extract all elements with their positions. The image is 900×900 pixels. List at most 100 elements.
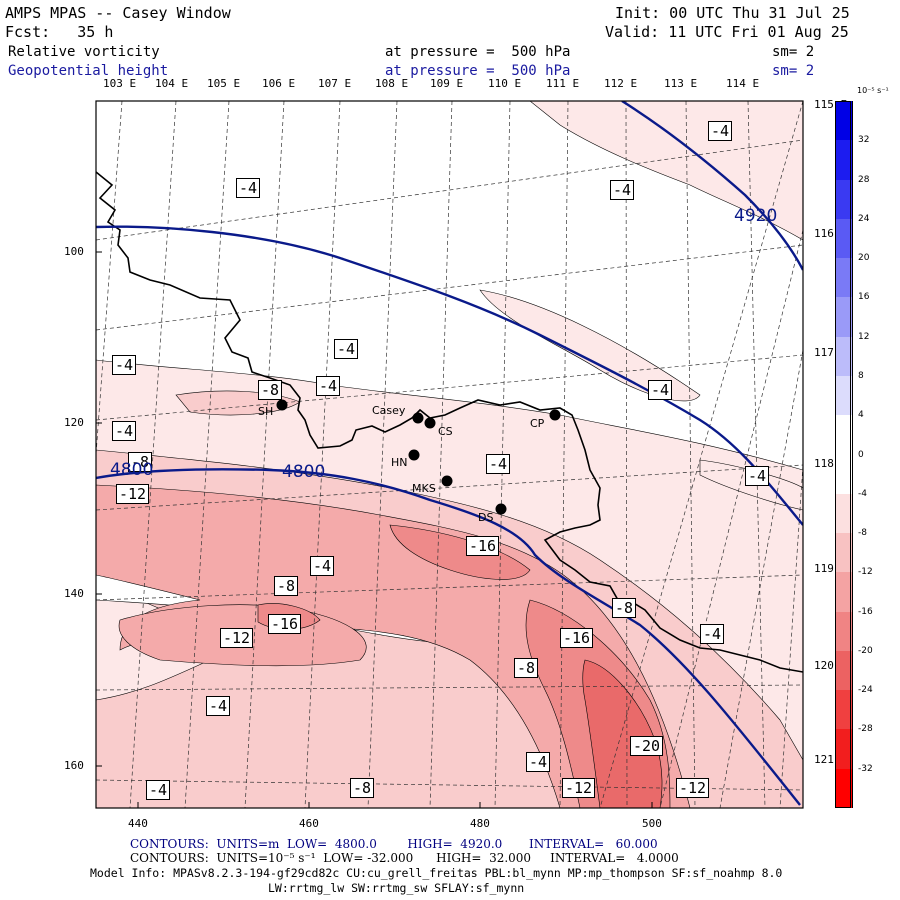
- station-marker-ds[interactable]: [495, 503, 507, 515]
- contours-vorticity-info: CONTOURS: UNITS=10⁻⁵ s⁻¹ LOW= -32.000 HI…: [130, 851, 679, 865]
- lon-label: 106 E: [262, 77, 296, 90]
- contour-label: -4: [316, 376, 341, 396]
- colorbar-level-label: 16: [858, 292, 870, 303]
- contour-label: -4: [206, 696, 231, 716]
- contour-label: -8: [350, 778, 375, 798]
- field2-level: at pressure = 500 hPa: [385, 63, 571, 79]
- station-label: Casey: [372, 404, 406, 417]
- geopotential-contours: [96, 101, 803, 806]
- map-title: AMPS MPAS -- Casey Window: [5, 4, 231, 22]
- lon-label: 109 E: [430, 77, 464, 90]
- y-tick-label: 160: [64, 759, 84, 772]
- vorticity-shade-16: [389, 524, 531, 580]
- colorbar-unit: 10⁻⁵ s⁻¹: [857, 86, 889, 95]
- colorbar-level-label: -4: [858, 488, 867, 499]
- station-label: HN: [391, 456, 408, 469]
- colorbar-level-label: 8: [858, 370, 864, 381]
- init-time: Init: 00 UTC Thu 31 Jul 25: [615, 4, 850, 22]
- contour-label: -4: [112, 421, 137, 441]
- lon-label: 111 E: [546, 77, 580, 90]
- station-label: MKS: [412, 482, 436, 495]
- forecast-hour: Fcst: 35 h: [5, 23, 114, 41]
- contour-label: -4: [526, 752, 551, 772]
- contour-label: -12: [220, 628, 254, 648]
- contour-label: -4: [745, 466, 770, 486]
- lon-label: 105 E: [207, 77, 241, 90]
- lon-label: 107 E: [318, 77, 352, 90]
- y-tick-label: 100: [64, 245, 84, 258]
- y-tick-label: 120: [64, 416, 84, 429]
- contour-label: -8: [612, 598, 637, 618]
- colorbar-level-label: 28: [858, 174, 870, 185]
- valid-time: Valid: 11 UTC Fri 01 Aug 25: [605, 23, 849, 41]
- x-tick-label: 480: [470, 817, 490, 830]
- lon-label: 112 E: [604, 77, 638, 90]
- field2-smoothing: sm= 2: [772, 63, 815, 79]
- colorbar-level-label: 12: [858, 331, 870, 342]
- contour-label: -4: [610, 180, 635, 200]
- contour-label: -4: [648, 380, 673, 400]
- contour-label: -4: [310, 556, 335, 576]
- field1-smoothing: sm= 2: [772, 44, 815, 60]
- colorbar-level-label: -32: [858, 763, 873, 774]
- contour-label: -16: [560, 628, 594, 648]
- colorbar-level-label: -20: [858, 645, 873, 656]
- contour-label: -12: [676, 778, 710, 798]
- station-markers: [276, 399, 561, 515]
- contour-label: -12: [116, 484, 150, 504]
- field1-name: Relative vorticity: [8, 44, 160, 60]
- colorbar-frame: [835, 101, 851, 808]
- lon-label: 104 E: [155, 77, 189, 90]
- contour-label: -20: [630, 736, 664, 756]
- contour-label: -4: [146, 780, 171, 800]
- x-tick-label: 440: [128, 817, 148, 830]
- model-info-line2: LW:rrtmg_lw SW:rrtmg_sw SFLAY:sf_mynn: [268, 881, 525, 895]
- contour-label: -16: [268, 614, 302, 634]
- station-marker-mks[interactable]: [441, 475, 453, 487]
- contour-label: -8: [128, 452, 153, 472]
- contour-label: -4: [486, 454, 511, 474]
- colorbar-level-label: 0: [858, 449, 864, 460]
- lon-label: 103 E: [103, 77, 137, 90]
- station-label: CS: [438, 425, 453, 438]
- x-tick-label: 460: [299, 817, 319, 830]
- y-tick-label: 140: [64, 587, 84, 600]
- contour-label: -16: [466, 536, 500, 556]
- lon-label: 114 E: [726, 77, 760, 90]
- lon-label: 113 E: [664, 77, 698, 90]
- colorbar-level-label: -8: [858, 528, 867, 539]
- station-marker-cs[interactable]: [424, 417, 436, 429]
- height-contour-label: 4920: [734, 206, 778, 226]
- plot-frame: [95, 100, 804, 809]
- field2-name: Geopotential height: [8, 63, 169, 79]
- contour-label: -4: [236, 178, 261, 198]
- shaded-fields: [96, 101, 803, 808]
- vorticity-shade-20: [582, 659, 663, 808]
- height-contour-label: 4800: [282, 462, 326, 482]
- contour-label: -4: [112, 355, 137, 375]
- lon-label: 108 E: [375, 77, 409, 90]
- model-info: Model Info: MPASv8.2.3-194-gf29cd82c CU:…: [90, 866, 783, 880]
- station-label: CP: [530, 417, 545, 430]
- colorbar-level-label: 24: [858, 213, 870, 224]
- x-tick-label: 500: [642, 817, 662, 830]
- field1-level: at pressure = 500 hPa: [385, 44, 571, 60]
- contour-label: -8: [274, 576, 299, 596]
- station-label: DS: [478, 511, 494, 524]
- lon-label: 110 E: [488, 77, 522, 90]
- colorbar-level-label: 20: [858, 253, 870, 264]
- contour-label: -8: [514, 658, 539, 678]
- station-marker-hn[interactable]: [408, 449, 420, 461]
- contour-label: -4: [708, 121, 733, 141]
- colorbar-level-label: 32: [858, 135, 870, 146]
- contour-label: -8: [258, 380, 283, 400]
- colorbar-level-label: -12: [858, 567, 873, 578]
- colorbar-level-label: -28: [858, 724, 873, 735]
- station-marker-cp[interactable]: [549, 409, 561, 421]
- axis-ticks: [96, 251, 653, 808]
- station-marker-sh[interactable]: [276, 399, 288, 411]
- station-marker-casey[interactable]: [412, 412, 424, 424]
- colorbar-level-label: 4: [858, 410, 864, 421]
- colorbar-level-label: -24: [858, 685, 873, 696]
